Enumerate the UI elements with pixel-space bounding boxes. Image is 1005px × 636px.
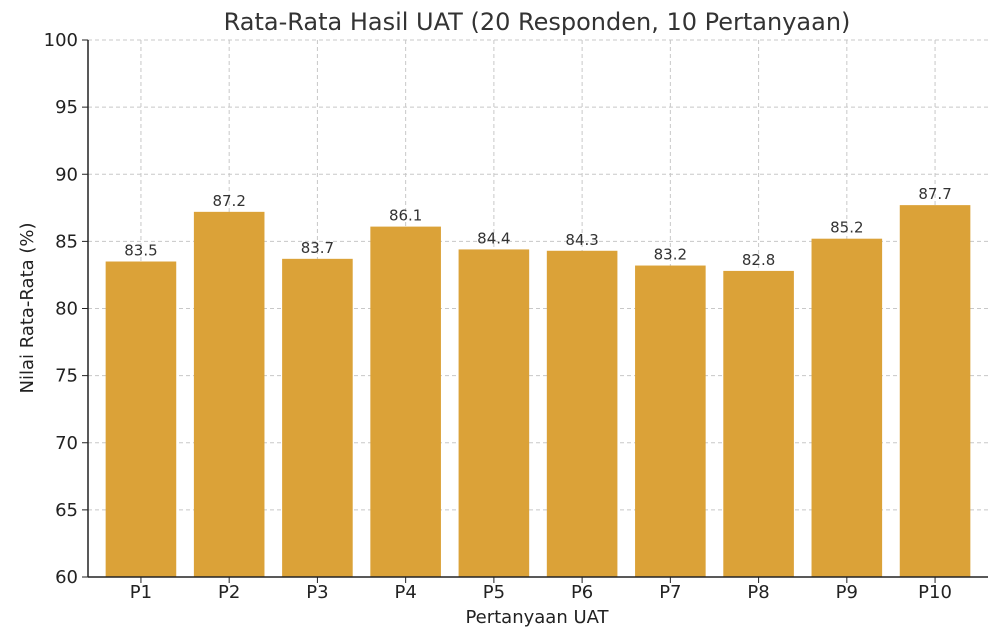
- bar-p7: [635, 265, 706, 577]
- data-label-p1: 83.5: [124, 242, 157, 260]
- bar-p3: [282, 258, 353, 577]
- y-tick-label: 65: [55, 500, 78, 521]
- x-tick-label-p4: P4: [394, 582, 416, 603]
- bars: [105, 205, 971, 578]
- bar-p5: [458, 249, 530, 577]
- data-label-p7: 83.2: [654, 246, 687, 264]
- data-label-p2: 87.2: [212, 192, 245, 210]
- y-tick-label: 85: [55, 231, 78, 252]
- y-tick-label: 80: [55, 299, 78, 320]
- x-tick-label-p2: P2: [218, 582, 240, 603]
- x-tick-label-p3: P3: [306, 582, 328, 603]
- chart-title: Rata-Rata Hasil UAT (20 Responden, 10 Pe…: [224, 8, 851, 36]
- x-tick-label-p6: P6: [571, 582, 593, 603]
- bar-p2: [193, 211, 265, 577]
- x-tick-label-p5: P5: [483, 582, 505, 603]
- x-axis-label: Pertanyaan UAT: [465, 607, 609, 628]
- bar-p4: [370, 226, 441, 578]
- bar-p8: [723, 270, 794, 577]
- data-label-p5: 84.4: [477, 229, 510, 247]
- y-tick-label: 75: [55, 366, 78, 387]
- x-tick-label-p1: P1: [130, 582, 152, 603]
- y-tick-label: 95: [55, 97, 78, 118]
- bar-p1: [105, 261, 177, 577]
- bar-p9: [811, 238, 883, 577]
- x-tick-label-p9: P9: [836, 582, 858, 603]
- y-tick-label: 70: [55, 433, 78, 454]
- y-tick-label: 90: [55, 164, 78, 185]
- data-label-p6: 84.3: [565, 231, 598, 249]
- data-label-p9: 85.2: [830, 219, 863, 237]
- y-tick-label: 100: [44, 30, 78, 51]
- x-tick-label-p8: P8: [747, 582, 769, 603]
- data-label-p10: 87.7: [918, 185, 951, 203]
- x-tick-label-p7: P7: [659, 582, 681, 603]
- data-label-p8: 82.8: [742, 251, 775, 269]
- y-axis-label: Nilai Rata-Rata (%): [17, 222, 38, 393]
- bar-p10: [899, 205, 971, 577]
- data-label-p4: 86.1: [389, 207, 422, 225]
- x-tick-label-p10: P10: [918, 582, 952, 603]
- y-axis-ticks: 60 65 70 75 80 85 90 95 100: [44, 30, 88, 588]
- y-tick-label: 60: [55, 567, 78, 588]
- data-label-p3: 83.7: [301, 239, 334, 257]
- bar-p6: [546, 250, 618, 577]
- x-axis-ticks: P1 P2 P3 P4 P5 P6 P7 P8 P9 P10: [130, 577, 952, 603]
- data-labels: 83.5 87.2 83.7 86.1 84.4 84.3 83.2 82.8 85.2 87.7: [124, 185, 952, 269]
